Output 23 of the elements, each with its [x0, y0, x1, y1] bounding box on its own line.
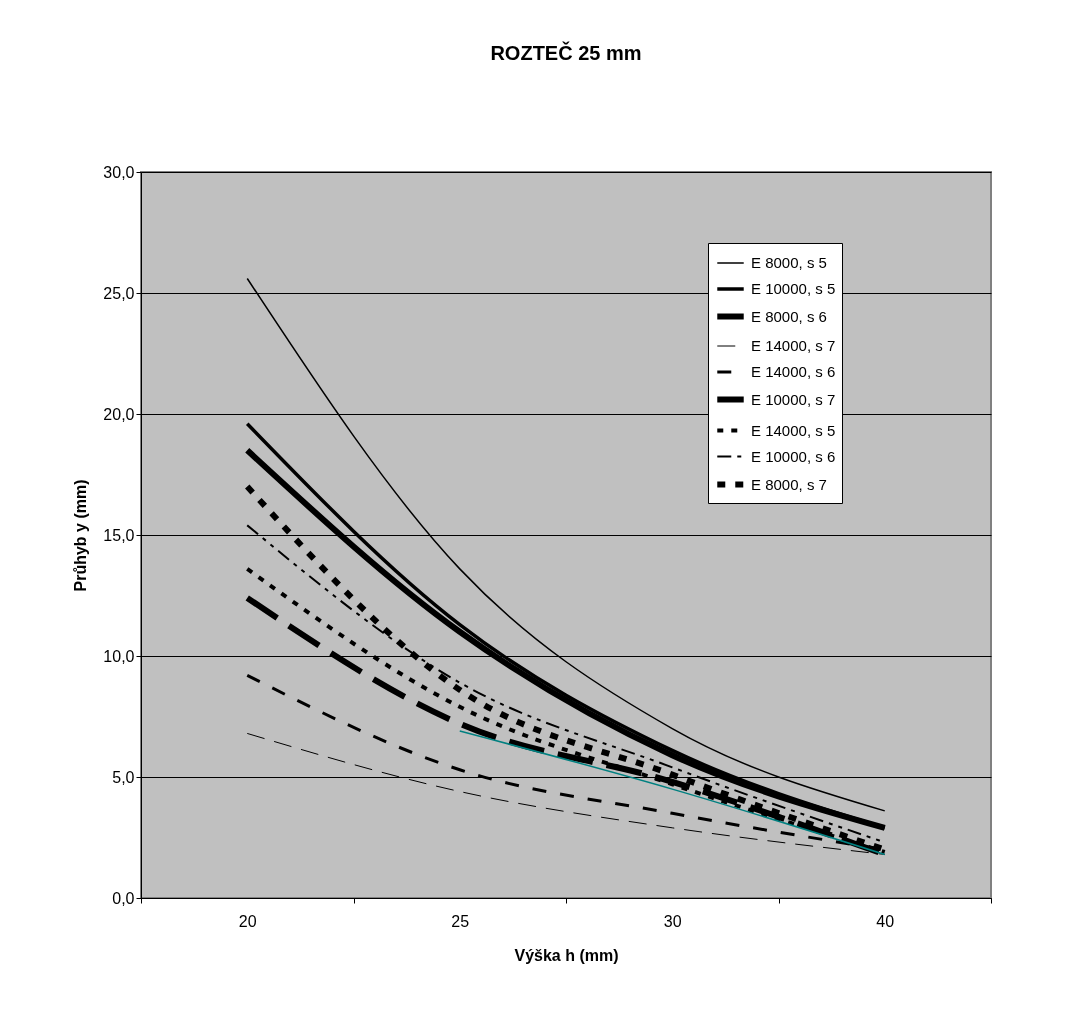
- x-axis-title: Výška h (mm): [514, 946, 619, 964]
- y-tick-label: 15,0: [103, 526, 135, 544]
- legend-label: E 10000, s 7: [751, 390, 836, 408]
- legend-label: E 10000, s 5: [751, 280, 836, 297]
- x-tick-label: 40: [876, 912, 895, 930]
- y-tick-label: 10,0: [103, 647, 135, 665]
- legend-label: E 10000, s 6: [751, 447, 836, 465]
- legend-label: E 14000, s 6: [751, 363, 836, 380]
- y-tick-label: 20,0: [103, 405, 135, 423]
- legend-label: E 8000, s 6: [751, 307, 827, 325]
- y-axis-title: Průhyb y (mm): [72, 479, 90, 592]
- y-tick-label: 0,0: [112, 889, 135, 907]
- x-tick-label: 30: [663, 912, 682, 930]
- y-tick-label: 30,0: [103, 163, 135, 181]
- legend-label: E 8000, s 7: [751, 475, 827, 493]
- legend-label: E 8000, s 5: [751, 254, 827, 271]
- chart-title: ROZTEČ 25 mm: [490, 41, 642, 64]
- x-tick-label: 25: [451, 912, 470, 930]
- legend-label: E 14000, s 5: [751, 421, 836, 439]
- x-tick-label: 20: [238, 912, 257, 930]
- legend-label: E 14000, s 7: [751, 337, 836, 354]
- y-tick-label: 25,0: [103, 284, 135, 302]
- y-tick-label: 5,0: [112, 768, 135, 786]
